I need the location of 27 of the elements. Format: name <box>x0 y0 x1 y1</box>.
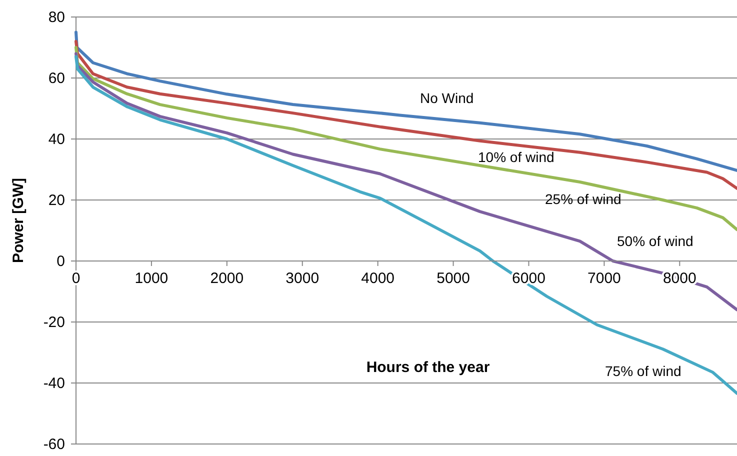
x-tick-label: 3000 <box>286 270 320 287</box>
series-label: No Wind <box>420 90 474 106</box>
y-tick-label: 60 <box>48 70 65 87</box>
series-label: 25% of wind <box>545 191 622 207</box>
line-series <box>74 52 737 312</box>
line-series <box>74 55 737 395</box>
series-label: 75% of wind <box>605 363 682 379</box>
y-tick-label: 40 <box>48 130 65 148</box>
line-series <box>74 30 737 172</box>
y-tick-label: -20 <box>43 314 65 331</box>
x-tick-label: 5000 <box>436 270 470 287</box>
x-axis-title: Hours of the year <box>366 359 490 376</box>
y-tick-label: 0 <box>56 252 65 270</box>
line-series <box>74 46 737 232</box>
x-tick-label: 2000 <box>210 270 244 287</box>
y-tick-label: 20 <box>48 192 65 209</box>
x-tick-label: 1000 <box>134 270 168 287</box>
x-tick-label: 0 <box>72 270 80 287</box>
x-tick-label: 7000 <box>588 270 621 287</box>
y-tick-label: -60 <box>43 436 65 453</box>
line-series <box>74 40 737 190</box>
series-label: 10% of wind <box>478 149 554 165</box>
x-tick-label: 4000 <box>361 270 395 287</box>
y-tick-label: -40 <box>43 374 65 392</box>
y-tick-label: 80 <box>48 8 65 26</box>
series-label: 50% of wind <box>617 233 694 249</box>
y-axis-title: Power [GW] <box>10 178 27 263</box>
